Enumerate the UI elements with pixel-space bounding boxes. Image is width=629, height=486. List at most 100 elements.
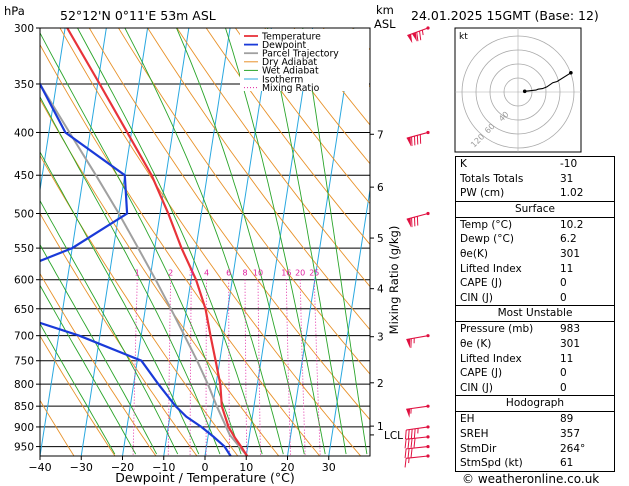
surface-index-label: Lifted Index: [460, 262, 522, 275]
wind-barb-full: [410, 429, 413, 439]
mixing-ratio-axis-title: Mixing Ratio (g/kg): [387, 226, 401, 335]
wet-adiabat-line: [40, 95, 221, 455]
legend-label: Dewpoint: [262, 40, 307, 51]
wind-barb-dot: [426, 130, 430, 135]
x-axis-title: Dewpoint / Temperature (°C): [115, 470, 294, 485]
unstable-index-label: Lifted Index: [460, 352, 522, 365]
wind-barb-full: [404, 429, 407, 440]
pressure-tick-label: 450: [14, 170, 34, 182]
wind-barb-full: [413, 438, 416, 448]
unstable-index-value: 0: [560, 367, 567, 380]
mixing-ratio-label: 6: [226, 269, 231, 278]
dry-adiabat-line: [176, 28, 370, 288]
credit-footer: © weatheronline.co.uk: [462, 472, 600, 486]
hodo-index-label: StmSpd (kt): [460, 457, 523, 470]
wind-barb-dot: [426, 404, 430, 408]
isotherm-line: [122, 28, 190, 456]
isotherm-line: [40, 28, 66, 194]
wind-barbs: [404, 26, 430, 468]
hodograph-start-dot: [522, 89, 527, 94]
unstable-title: Most Unstable: [456, 306, 614, 323]
basic-index-row: K -10: [456, 157, 614, 172]
dry-adiabat-line: [40, 43, 321, 456]
km-tick-label: 5: [377, 233, 384, 245]
hodograph-unit-label: kt: [459, 32, 468, 42]
wind-barb-full: [404, 448, 407, 459]
lcl-label: LCL: [384, 430, 403, 442]
wind-barb: [404, 435, 430, 449]
legend-label: Temperature: [261, 31, 321, 42]
wind-barb-full: [413, 428, 416, 438]
pressure-tick-label: 750: [14, 356, 34, 368]
basic-index-value: -10: [560, 158, 578, 170]
wind-barb: [404, 444, 430, 459]
dry-adiabat-line: [88, 28, 370, 421]
legend-label: Dry Adiabat: [262, 57, 317, 68]
wet-adiabat-line: [40, 284, 137, 455]
mixing-ratio-label: 8: [242, 269, 247, 278]
wind-barb-staff: [406, 335, 429, 341]
pressure-tick-label: 600: [14, 275, 34, 287]
surface-index-value: 0: [560, 291, 567, 304]
surface-index-row: Dewp (°C) 6.2: [456, 232, 614, 247]
hodograph-trace: [524, 72, 572, 92]
km-tick-label: 2: [377, 378, 384, 390]
surface-index-value: 0: [560, 277, 567, 290]
mixing-ratio-line: [313, 279, 321, 456]
wind-barb-full: [416, 32, 419, 42]
mixing-ratio-label: 1: [135, 269, 140, 278]
surface-index-row: Lifted Index 11: [456, 262, 614, 277]
wind-barb-dot: [426, 454, 430, 458]
km-tick-label: 1: [377, 421, 384, 433]
wind-barb-dot: [426, 334, 430, 338]
temperature-tick-label: 30: [322, 461, 336, 474]
dry-adiabat-line: [40, 212, 198, 456]
wind-barb-dot: [426, 26, 430, 30]
km-tick-label: 7: [377, 129, 384, 141]
wet-adiabat-line: [40, 31, 242, 455]
surface-index-label: Dewp (°C): [460, 233, 514, 246]
wind-barb: [406, 211, 430, 228]
mixing-ratio-label: 2: [168, 269, 173, 278]
temperature-tick-label: 20: [281, 461, 295, 474]
unstable-index-row: CIN (J) 0: [456, 381, 614, 396]
pressure-tick-label: 550: [14, 243, 34, 255]
mixing-ratio-label: 20: [295, 269, 305, 278]
wind-barb-full: [410, 438, 413, 448]
dry-adiabat-line: [0, 28, 33, 456]
dry-adiabat-line: [205, 28, 370, 246]
surface-index-row: θe(K) 301: [456, 247, 614, 262]
dry-adiabat-line: [40, 399, 75, 456]
pressure-tick-label: 350: [14, 79, 34, 91]
wind-barb-flag: [406, 408, 411, 418]
wet-adiabat-line: [302, 28, 368, 455]
unstable-index-value: 301: [560, 337, 581, 350]
wind-barb-dot: [426, 435, 430, 439]
hodograph-end-dot: [569, 70, 573, 75]
wet-adiabat-line: [176, 28, 305, 455]
mixing-ratio-label: 3: [189, 269, 194, 278]
hodo-index-value: 89: [560, 413, 574, 426]
mixing-ratio-label: 10: [253, 269, 263, 278]
isotherm-line: [0, 28, 24, 456]
surface-index-row: Temp (°C) 10.2: [456, 218, 614, 233]
surface-index-label: CIN (J): [460, 291, 493, 304]
surface-index-value: 10.2: [560, 218, 584, 231]
hpa-label: hPa: [4, 4, 25, 18]
dry-adiabat-line: [40, 335, 116, 456]
hodo-index-value: 61: [560, 457, 574, 470]
hodo-index-value: 357: [560, 427, 581, 440]
wind-barb-full: [404, 439, 407, 449]
wind-barb: [404, 425, 430, 440]
surface-index-label: CAPE (J): [460, 277, 503, 290]
dry-adiabat-line: [40, 154, 239, 456]
surface-index-label: θe(K): [460, 247, 488, 260]
dry-adiabat-line: [147, 28, 370, 331]
unstable-index-label: CIN (J): [460, 381, 493, 394]
unstable-index-value: 983: [560, 323, 581, 336]
basic-index-value: 31: [560, 172, 574, 185]
surface-index-row: CAPE (J) 0: [456, 276, 614, 291]
pressure-tick-label: 400: [14, 127, 34, 139]
